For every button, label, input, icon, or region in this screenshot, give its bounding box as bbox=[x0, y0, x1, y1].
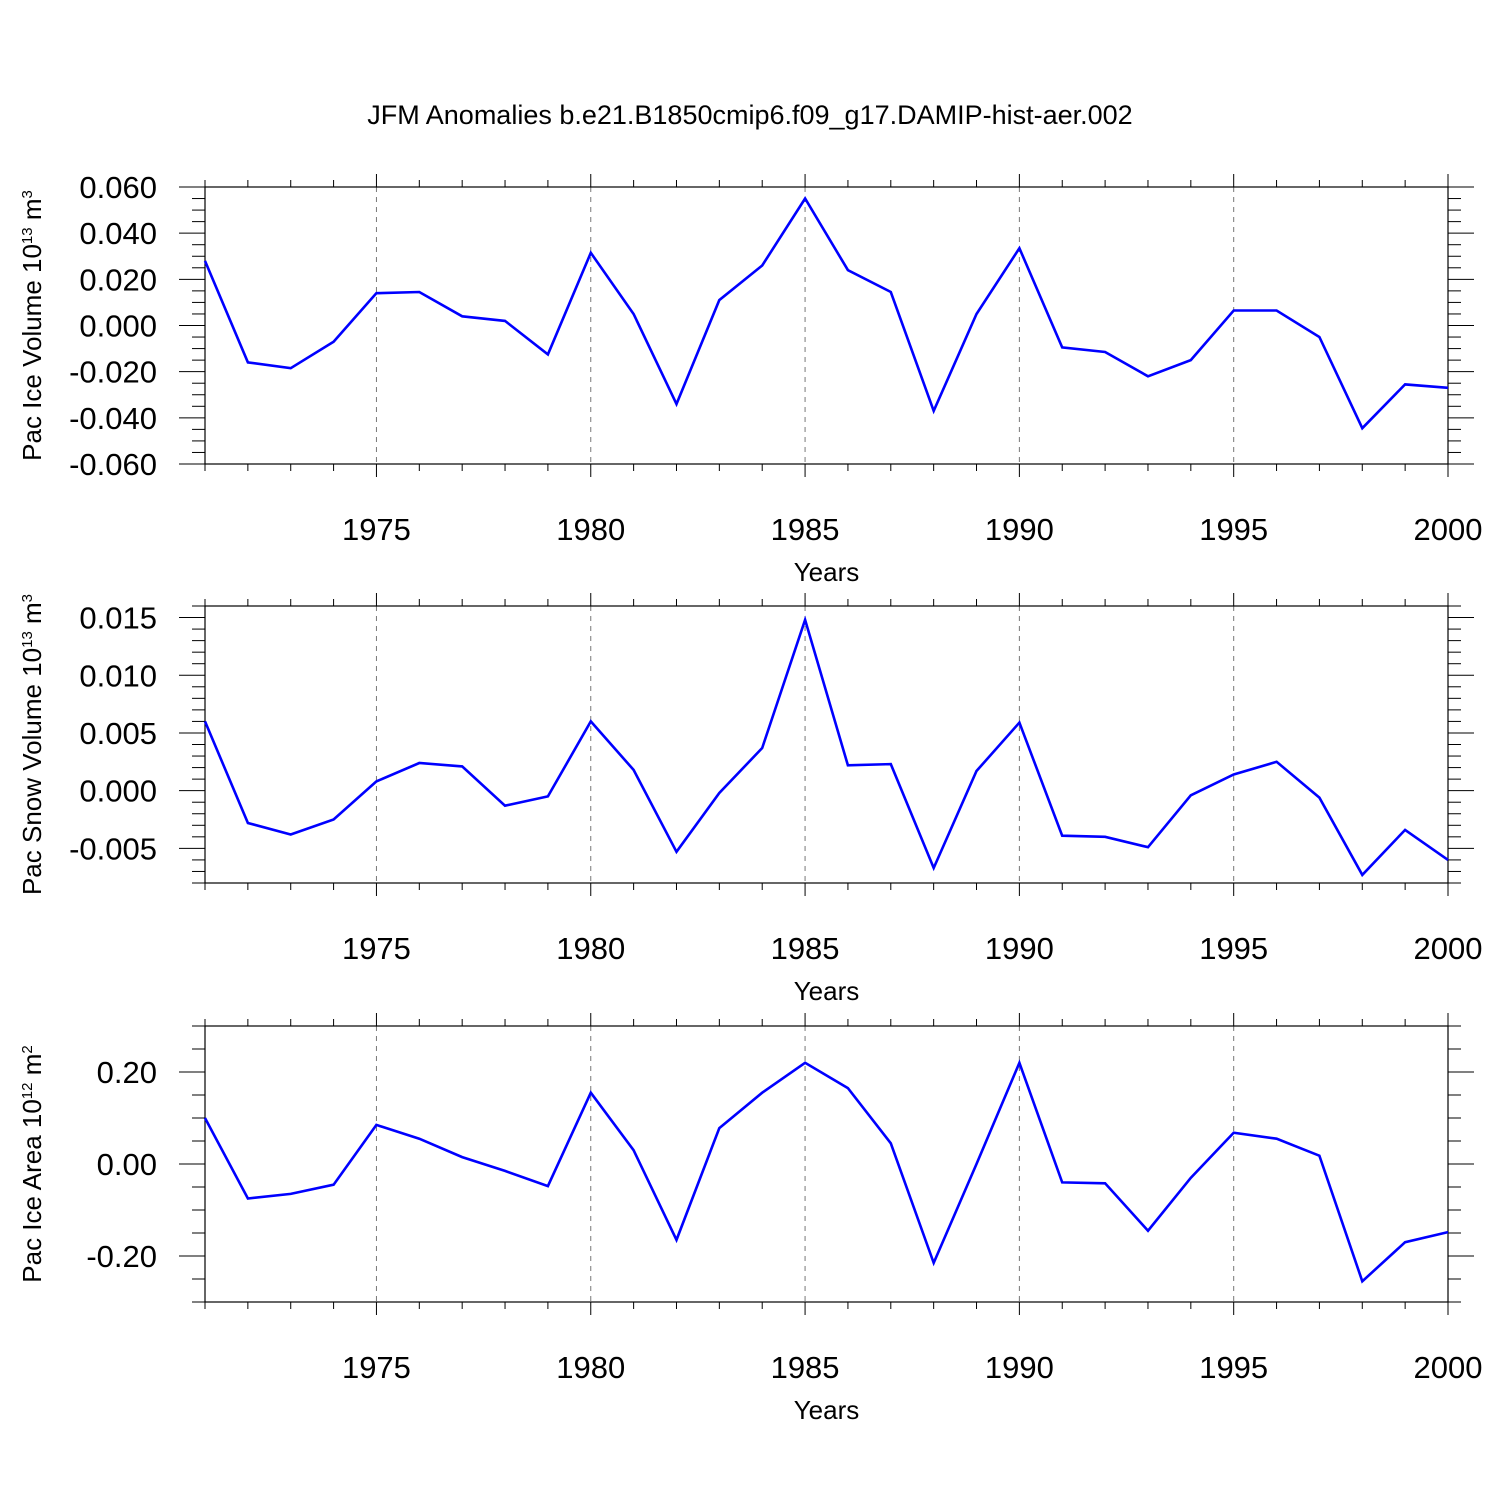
y-tick-label: 0.040 bbox=[79, 216, 157, 251]
y-tick-label: 0.005 bbox=[79, 716, 157, 751]
panels: -0.060 -0.040 -0.020 0.000 0.020 0.040 0.060 19… bbox=[17, 170, 1482, 1425]
x-tick-label: 1980 bbox=[556, 931, 625, 966]
series-line bbox=[203, 615, 1449, 878]
y-tick-label: 0.00 bbox=[97, 1147, 157, 1182]
y-tick-label: -0.040 bbox=[69, 401, 157, 436]
y-tick-label: -0.20 bbox=[86, 1239, 157, 1274]
plot-frame bbox=[204, 1025, 1449, 1303]
x-tick-label: 1975 bbox=[342, 512, 411, 547]
y-axis-label: Pac Ice Area 1012 m2 bbox=[17, 1045, 47, 1282]
x-tick-label: 1980 bbox=[556, 1350, 625, 1385]
plot-frame bbox=[204, 605, 1449, 884]
chart-panel-2: -0.005 0.000 0.005 0.010 0.015 1975 1980 1985 19… bbox=[17, 593, 1482, 1006]
x-tick-label: 2000 bbox=[1414, 931, 1483, 966]
x-tick-label: 1980 bbox=[556, 512, 625, 547]
x-axis-label: Years bbox=[794, 976, 860, 1006]
y-tick-label: -0.020 bbox=[69, 355, 157, 390]
x-tick-label: 1990 bbox=[985, 1350, 1054, 1385]
y-tick-label: 0.015 bbox=[79, 601, 157, 636]
x-tick-label: 2000 bbox=[1414, 1350, 1483, 1385]
x-tick-label: 1985 bbox=[771, 1350, 840, 1385]
x-tick-label: 1985 bbox=[771, 931, 840, 966]
y-axis-label-text: m bbox=[17, 602, 47, 631]
y-axis-label: Pac Snow Volume 1013 m3 bbox=[17, 594, 47, 895]
y-axis-label-exponent: 13 bbox=[19, 631, 36, 648]
x-axis-label: Years bbox=[794, 1395, 860, 1425]
y-axis-label-text: m bbox=[17, 198, 47, 227]
x-tick-label: 2000 bbox=[1414, 512, 1483, 547]
y-tick-label: 0.000 bbox=[79, 774, 157, 809]
y-tick-label: 0.000 bbox=[79, 309, 157, 344]
x-tick-label: 1990 bbox=[985, 512, 1054, 547]
series-line bbox=[203, 1059, 1449, 1284]
plot-frame bbox=[204, 186, 1449, 465]
y-axis-label-exponent: 12 bbox=[19, 1082, 36, 1099]
series-line bbox=[203, 196, 1449, 431]
y-tick-label: 0.060 bbox=[79, 170, 157, 205]
figure-title: JFM Anomalies b.e21.B1850cmip6.f09_g17.D… bbox=[367, 100, 1132, 130]
x-tick-label: 1990 bbox=[985, 931, 1054, 966]
y-axis-label-text: m bbox=[17, 1054, 47, 1083]
y-axis-label-exponent: 3 bbox=[19, 594, 36, 602]
y-axis-label-exponent: 13 bbox=[19, 227, 36, 244]
y-tick-label: -0.060 bbox=[69, 447, 157, 482]
x-tick-label: 1975 bbox=[342, 931, 411, 966]
y-tick-label: 0.20 bbox=[97, 1055, 157, 1090]
x-tick-label: 1995 bbox=[1199, 931, 1268, 966]
y-axis-label-text: Pac Snow Volume 10 bbox=[17, 648, 47, 895]
x-tick-label: 1995 bbox=[1199, 1350, 1268, 1385]
chart-panel-1: -0.060 -0.040 -0.020 0.000 0.020 0.040 0.060 19… bbox=[17, 170, 1482, 587]
y-axis-label-text: Pac Ice Volume 10 bbox=[17, 244, 47, 461]
y-tick-label: -0.005 bbox=[69, 831, 157, 866]
y-axis-label-text: Pac Ice Area 10 bbox=[17, 1099, 47, 1283]
y-axis-label-exponent: 3 bbox=[19, 190, 36, 198]
y-axis-label: Pac Ice Volume 1013 m3 bbox=[17, 190, 47, 461]
x-tick-label: 1995 bbox=[1199, 512, 1268, 547]
y-axis-label-exponent: 2 bbox=[19, 1045, 36, 1053]
y-tick-label: 0.010 bbox=[79, 658, 157, 693]
y-tick-label: 0.020 bbox=[79, 262, 157, 297]
chart-panel-3: -0.20 0.00 0.20 1975 1980 1985 1990 1995 2000 Yea… bbox=[17, 1013, 1482, 1425]
x-tick-label: 1985 bbox=[771, 512, 840, 547]
x-axis-label: Years bbox=[794, 557, 860, 587]
x-tick-label: 1975 bbox=[342, 1350, 411, 1385]
